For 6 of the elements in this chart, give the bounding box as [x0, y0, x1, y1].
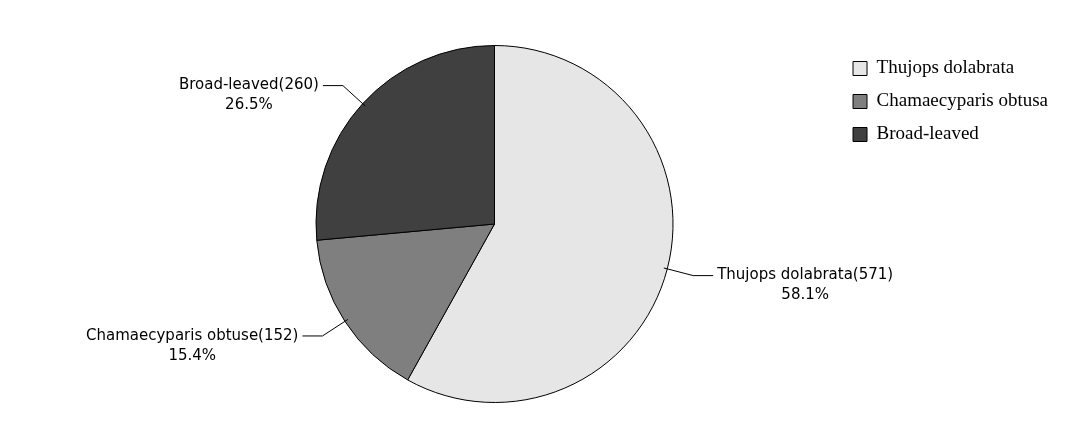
legend-label: Chamaecyparis obtusa — [876, 89, 1049, 111]
legend-label: Thujops dolabrata — [876, 56, 1015, 78]
data-label: Thujops dolabrata(571) 58.1% — [716, 265, 894, 304]
legend-label: Broad-leaved — [876, 122, 980, 144]
data-label: Chamaecyparis obtuse(152) 15.4% — [86, 325, 299, 364]
data-label: Broad-leaved(260) 26.5% — [178, 75, 319, 114]
